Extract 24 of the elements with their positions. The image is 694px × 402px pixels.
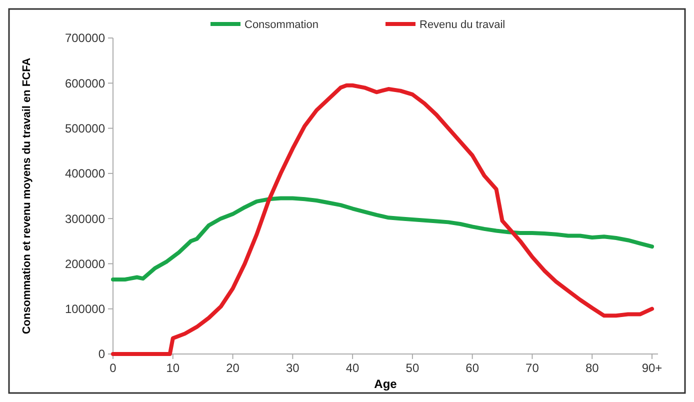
y-tick-label: 500000	[64, 121, 106, 136]
line-series	[111, 83, 654, 356]
y-tick-label: 400000	[64, 166, 106, 181]
legend-label: Consommation	[244, 18, 318, 31]
y-tick-label: 300000	[64, 212, 106, 226]
y-tick-label: 700000	[64, 31, 106, 46]
line-series	[111, 196, 654, 282]
y-tick-label: 0	[98, 347, 106, 362]
x-tick-label: 30	[286, 361, 300, 375]
x-tick-label: 70	[526, 361, 540, 375]
y-tick-label: 600000	[64, 76, 106, 90]
x-axis-title: Age	[374, 377, 398, 391]
x-tick-label: 40	[346, 361, 360, 375]
x-tick-label: 0	[110, 361, 117, 375]
x-tick-label: 50	[406, 361, 420, 375]
y-tick-label: 200000	[64, 256, 106, 271]
x-tick-label: 90+	[642, 361, 662, 375]
x-tick-label: 20	[226, 361, 240, 375]
legend-label: Revenu du travail	[420, 18, 506, 31]
x-tick-label: 10	[166, 361, 180, 375]
y-tick-label: 100000	[64, 302, 106, 316]
x-tick-label: 80	[585, 361, 600, 375]
y-axis-title: Consommation et revenu moyens du travail en FCFA	[21, 58, 33, 334]
x-tick-label: 60	[466, 361, 480, 375]
